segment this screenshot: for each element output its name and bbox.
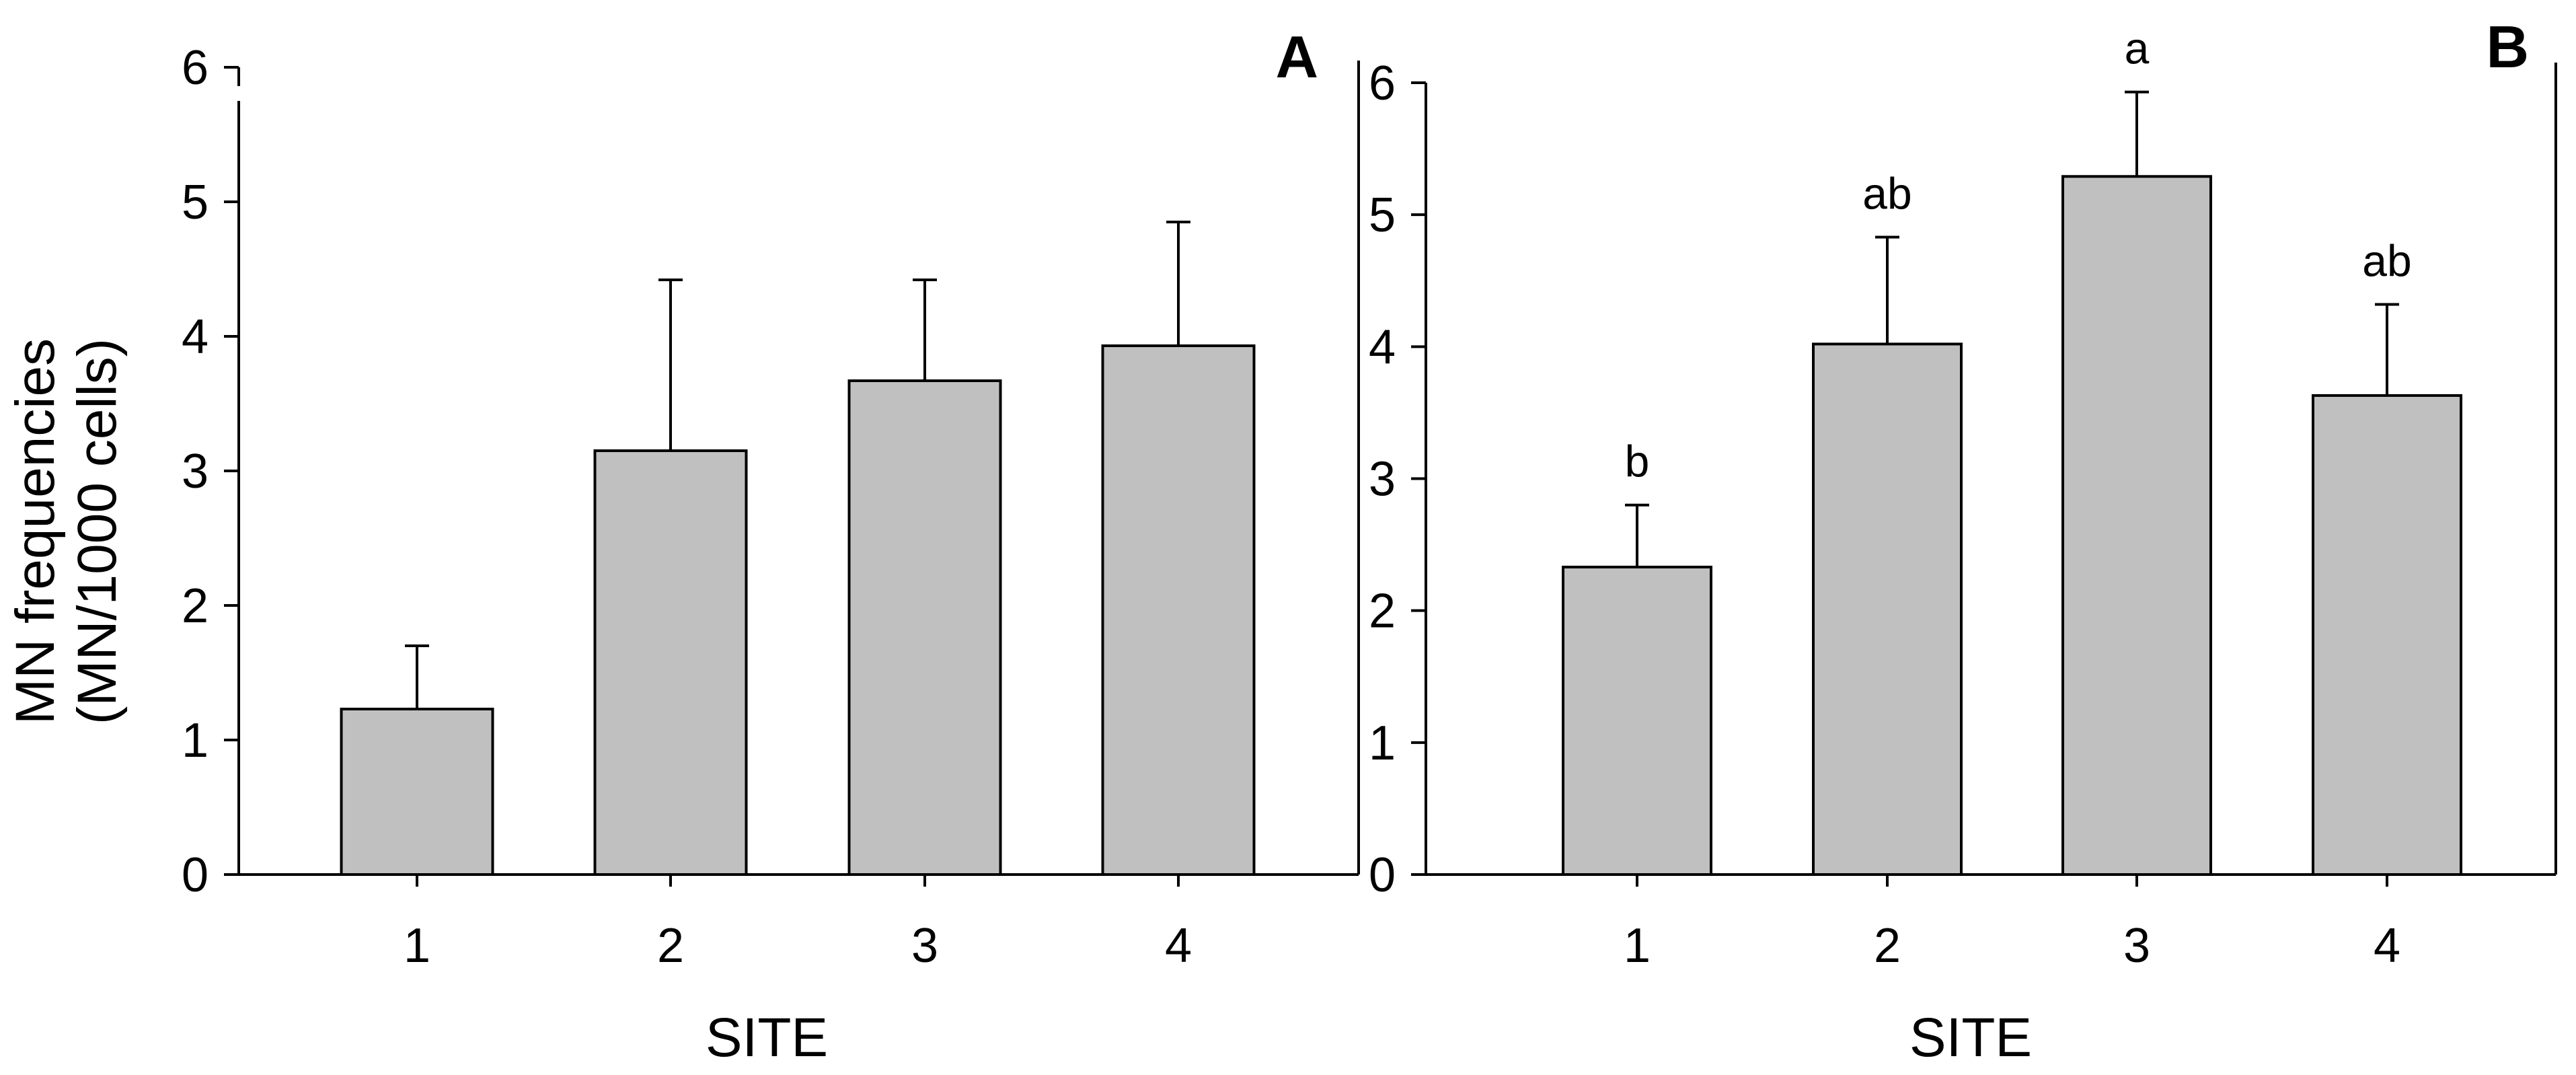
panel-a: 0 1 2 3 4 5 6 1 2 3 4 SITE A	[182, 24, 1360, 1068]
bar	[1562, 565, 1712, 876]
y-tick-label: 3	[1369, 453, 1396, 507]
y-tick-label: 5	[182, 176, 209, 229]
significance-label: ab	[1862, 169, 1911, 219]
bar	[2061, 175, 2212, 876]
x-tick-label: 1	[404, 919, 430, 973]
y-axis-title-line2: (MN/1000 cells)	[67, 338, 128, 725]
panel-label: A	[1275, 24, 1318, 90]
y-tick-label: 6	[1369, 57, 1396, 110]
x-tick-label: 1	[1624, 919, 1651, 973]
bar	[340, 708, 494, 876]
x-tick-label: 3	[911, 919, 938, 973]
x-axis-title: SITE	[1909, 1007, 2032, 1068]
x-tick-label: 4	[2374, 919, 2400, 973]
bar	[593, 449, 748, 876]
y-tick-label: 2	[182, 579, 209, 633]
significance-label: ab	[2362, 236, 2411, 286]
x-tick-label: 2	[1874, 919, 1901, 973]
y-tick-label: 4	[1369, 320, 1396, 374]
y-tick-label: 3	[182, 445, 209, 498]
x-tick-label: 3	[2123, 919, 2150, 973]
bar	[847, 379, 1002, 876]
panel-label: B	[2486, 13, 2529, 80]
y-tick-label: 5	[1369, 188, 1396, 242]
y-axis-title-line1: MN frequencies	[5, 338, 66, 725]
x-tick-label: 2	[657, 919, 684, 973]
bar	[1812, 342, 1963, 877]
y-tick-label: 1	[1369, 716, 1396, 770]
significance-label: b	[1625, 437, 1650, 486]
y-tick-label: 0	[1369, 848, 1396, 902]
x-tick-label: 4	[1165, 919, 1192, 973]
y-axis-title: MN frequencies (MN/1000 cells)	[5, 338, 128, 725]
y-tick-label: 6	[182, 41, 209, 95]
x-axis-title: SITE	[706, 1007, 828, 1068]
bar	[1101, 344, 1256, 876]
y-tick-label: 1	[182, 714, 209, 768]
bar	[2312, 394, 2462, 876]
significance-label: a	[2125, 24, 2150, 73]
panel-b: 0 1 2 3 4 5 6 1 b 2 ab 3 a 4 ab SITE B	[1369, 13, 2557, 1068]
y-tick-label: 2	[1369, 585, 1396, 638]
y-tick-label: 4	[182, 310, 209, 364]
y-tick-label: 0	[182, 848, 209, 902]
